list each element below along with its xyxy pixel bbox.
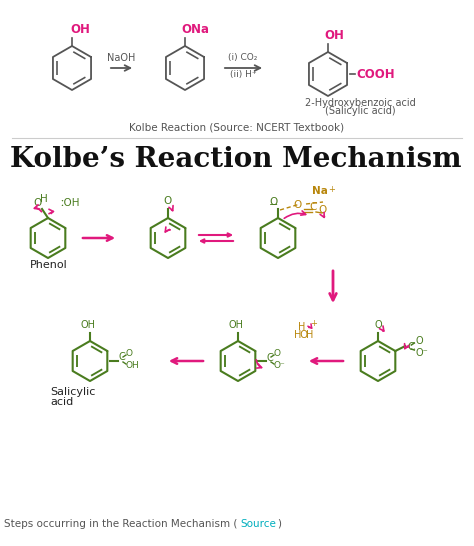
Text: C: C	[119, 352, 126, 362]
Text: +: +	[328, 185, 335, 194]
Text: (i) CO₂: (i) CO₂	[228, 53, 258, 62]
Text: OH: OH	[126, 360, 140, 370]
Text: 2-Hydroxybenzoic acid: 2-Hydroxybenzoic acid	[305, 98, 415, 108]
Text: (ii) H⁺: (ii) H⁺	[230, 70, 256, 79]
Text: O⁻: O⁻	[274, 360, 286, 370]
Text: O: O	[415, 336, 423, 346]
Text: O: O	[300, 330, 308, 340]
Text: Source: Source	[240, 519, 276, 529]
Text: Salicylic: Salicylic	[50, 387, 95, 397]
Text: H: H	[294, 330, 301, 340]
Text: O: O	[126, 348, 133, 358]
Text: OH: OH	[70, 23, 90, 36]
Text: Kolbe’s Reaction Mechanism: Kolbe’s Reaction Mechanism	[10, 146, 462, 173]
Text: ːOH: ːOH	[60, 198, 80, 208]
Text: OH: OH	[81, 320, 95, 330]
Text: H: H	[40, 194, 48, 204]
Text: O: O	[294, 200, 302, 210]
Text: O: O	[164, 196, 172, 206]
Text: Na: Na	[312, 186, 328, 196]
Text: −: −	[269, 200, 278, 210]
Text: Phenol: Phenol	[30, 260, 68, 270]
Text: +: +	[310, 319, 317, 328]
Text: C: C	[267, 353, 274, 363]
Text: O: O	[34, 198, 42, 208]
Text: NaOH: NaOH	[107, 53, 135, 63]
Text: COOH: COOH	[356, 68, 395, 80]
Text: H: H	[298, 322, 306, 332]
Text: H: H	[306, 330, 314, 340]
Text: C: C	[310, 202, 317, 212]
Text: acid: acid	[50, 397, 73, 407]
Text: O: O	[374, 320, 382, 330]
Text: (Salicylic acid): (Salicylic acid)	[325, 106, 395, 116]
Text: OH: OH	[228, 320, 244, 330]
Text: O: O	[274, 348, 281, 358]
Text: OH: OH	[324, 29, 344, 42]
Text: Kolbe Reaction (Source: NCERT Textbook): Kolbe Reaction (Source: NCERT Textbook)	[129, 123, 345, 133]
Text: O: O	[270, 197, 278, 207]
Text: O: O	[319, 205, 327, 215]
Text: ONa: ONa	[181, 23, 209, 36]
Text: ): )	[277, 519, 281, 529]
Text: O⁻: O⁻	[415, 348, 428, 358]
Text: C: C	[407, 342, 415, 352]
Text: Steps occurring in the Reaction Mechanism (: Steps occurring in the Reaction Mechanis…	[4, 519, 237, 529]
